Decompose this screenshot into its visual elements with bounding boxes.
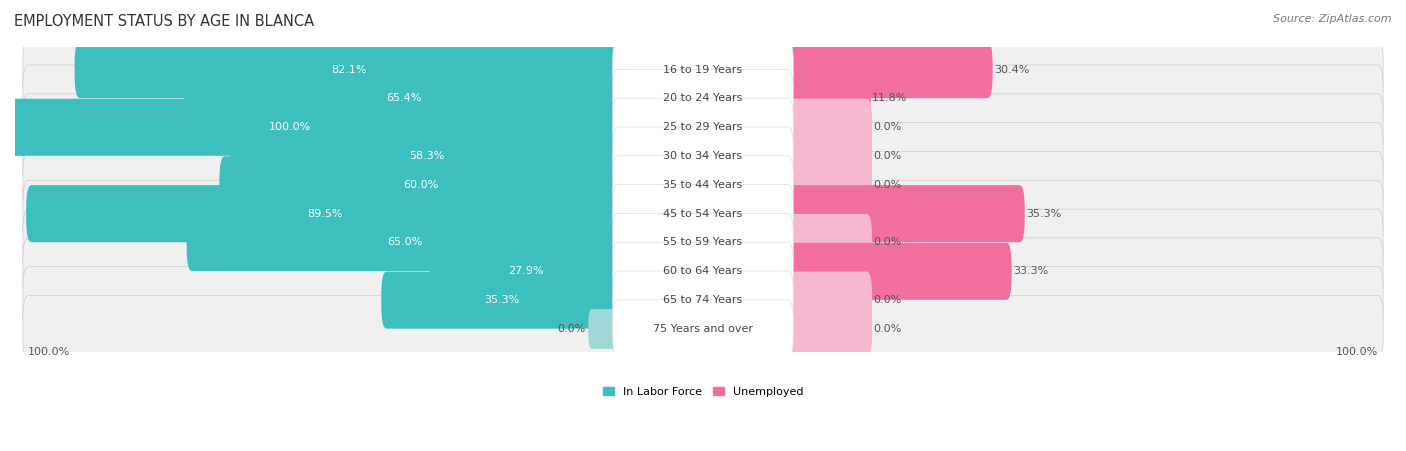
FancyBboxPatch shape — [783, 156, 872, 213]
FancyBboxPatch shape — [613, 300, 793, 358]
FancyBboxPatch shape — [22, 180, 1384, 247]
FancyBboxPatch shape — [22, 267, 1384, 334]
FancyBboxPatch shape — [0, 99, 623, 156]
FancyBboxPatch shape — [783, 214, 872, 271]
FancyBboxPatch shape — [219, 156, 623, 213]
Text: 55 to 59 Years: 55 to 59 Years — [664, 238, 742, 248]
Text: 65.0%: 65.0% — [387, 238, 422, 248]
Text: 100.0%: 100.0% — [28, 347, 70, 357]
FancyBboxPatch shape — [613, 41, 793, 99]
Text: 20 to 24 Years: 20 to 24 Years — [664, 93, 742, 103]
FancyBboxPatch shape — [231, 128, 623, 184]
FancyBboxPatch shape — [613, 98, 793, 156]
Text: 65 to 74 Years: 65 to 74 Years — [664, 295, 742, 305]
FancyBboxPatch shape — [430, 243, 623, 300]
FancyBboxPatch shape — [783, 99, 872, 156]
Text: 0.0%: 0.0% — [873, 295, 901, 305]
FancyBboxPatch shape — [613, 184, 793, 243]
FancyBboxPatch shape — [22, 238, 1384, 305]
FancyBboxPatch shape — [783, 243, 1012, 300]
Text: 82.1%: 82.1% — [330, 64, 367, 74]
Text: 75 Years and over: 75 Years and over — [652, 324, 754, 334]
FancyBboxPatch shape — [783, 272, 872, 329]
FancyBboxPatch shape — [613, 213, 793, 272]
FancyBboxPatch shape — [75, 41, 623, 98]
FancyBboxPatch shape — [22, 152, 1384, 218]
FancyBboxPatch shape — [22, 94, 1384, 161]
Text: 0.0%: 0.0% — [873, 324, 901, 334]
Text: 30.4%: 30.4% — [994, 64, 1029, 74]
FancyBboxPatch shape — [22, 209, 1384, 276]
FancyBboxPatch shape — [783, 300, 872, 358]
Text: 0.0%: 0.0% — [557, 324, 585, 334]
FancyBboxPatch shape — [22, 123, 1384, 189]
Text: 100.0%: 100.0% — [269, 122, 311, 132]
FancyBboxPatch shape — [184, 70, 623, 127]
FancyBboxPatch shape — [613, 156, 793, 214]
FancyBboxPatch shape — [783, 41, 993, 98]
FancyBboxPatch shape — [783, 128, 872, 184]
FancyBboxPatch shape — [613, 271, 793, 329]
Text: 60.0%: 60.0% — [404, 180, 439, 190]
Text: Source: ZipAtlas.com: Source: ZipAtlas.com — [1274, 14, 1392, 23]
Legend: In Labor Force, Unemployed: In Labor Force, Unemployed — [598, 382, 808, 401]
Text: 0.0%: 0.0% — [873, 180, 901, 190]
Text: 58.3%: 58.3% — [409, 151, 444, 161]
Text: 35.3%: 35.3% — [485, 295, 520, 305]
FancyBboxPatch shape — [22, 36, 1384, 103]
Text: EMPLOYMENT STATUS BY AGE IN BLANCA: EMPLOYMENT STATUS BY AGE IN BLANCA — [14, 14, 314, 28]
Text: 27.9%: 27.9% — [509, 266, 544, 276]
Text: 33.3%: 33.3% — [1012, 266, 1049, 276]
FancyBboxPatch shape — [187, 214, 623, 271]
Text: 65.4%: 65.4% — [385, 93, 422, 103]
Text: 0.0%: 0.0% — [873, 238, 901, 248]
Text: 0.0%: 0.0% — [873, 151, 901, 161]
Text: 89.5%: 89.5% — [307, 209, 342, 219]
FancyBboxPatch shape — [613, 69, 793, 128]
FancyBboxPatch shape — [783, 70, 870, 127]
Text: 16 to 19 Years: 16 to 19 Years — [664, 64, 742, 74]
Text: 25 to 29 Years: 25 to 29 Years — [664, 122, 742, 132]
FancyBboxPatch shape — [588, 309, 621, 349]
FancyBboxPatch shape — [613, 242, 793, 300]
Text: 0.0%: 0.0% — [873, 122, 901, 132]
Text: 35 to 44 Years: 35 to 44 Years — [664, 180, 742, 190]
FancyBboxPatch shape — [22, 65, 1384, 132]
Text: 35.3%: 35.3% — [1026, 209, 1062, 219]
Text: 30 to 34 Years: 30 to 34 Years — [664, 151, 742, 161]
Text: 45 to 54 Years: 45 to 54 Years — [664, 209, 742, 219]
Text: 60 to 64 Years: 60 to 64 Years — [664, 266, 742, 276]
Text: 100.0%: 100.0% — [1336, 347, 1378, 357]
FancyBboxPatch shape — [27, 185, 623, 242]
Text: 11.8%: 11.8% — [872, 93, 907, 103]
FancyBboxPatch shape — [22, 295, 1384, 362]
FancyBboxPatch shape — [381, 272, 623, 329]
FancyBboxPatch shape — [613, 127, 793, 185]
FancyBboxPatch shape — [783, 185, 1025, 242]
